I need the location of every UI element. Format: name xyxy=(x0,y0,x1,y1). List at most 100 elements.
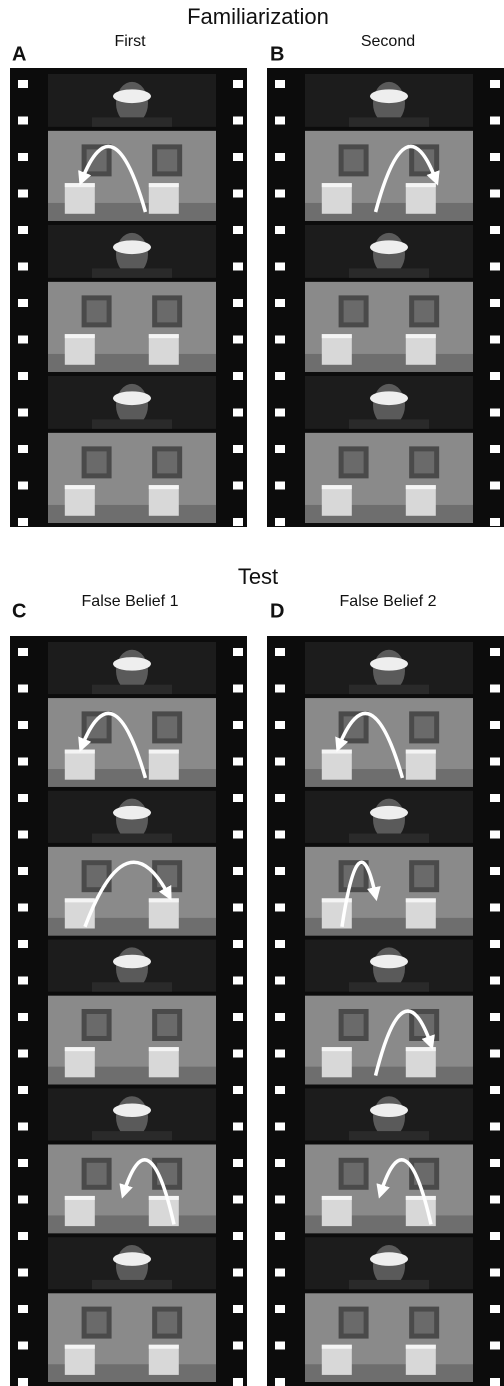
person-body xyxy=(92,117,172,127)
box-top xyxy=(65,1047,95,1051)
visor xyxy=(113,240,151,254)
window-inner xyxy=(157,716,177,738)
person-body xyxy=(349,685,429,694)
sprocket-hole xyxy=(233,940,243,948)
sprocket-hole xyxy=(275,336,285,344)
box xyxy=(149,898,179,928)
sprocket-hole xyxy=(275,1050,285,1058)
box xyxy=(322,485,352,516)
box xyxy=(65,1345,95,1375)
sprocket-hole xyxy=(275,226,285,234)
window-inner xyxy=(344,451,364,473)
visor xyxy=(113,89,151,103)
sprocket-hole xyxy=(18,336,28,344)
box-top xyxy=(322,1345,352,1349)
sprocket-hole xyxy=(275,1086,285,1094)
sprocket-hole xyxy=(275,758,285,766)
sprocket-hole xyxy=(275,1232,285,1240)
box-top xyxy=(149,1345,179,1349)
figure: Familiarization A First B Second Test C … xyxy=(0,0,504,1386)
sprocket-hole xyxy=(233,1269,243,1277)
box xyxy=(149,750,179,780)
sprocket-hole xyxy=(275,80,285,88)
sprocket-hole xyxy=(233,263,243,271)
box-top xyxy=(322,750,352,754)
sprocket-hole xyxy=(275,445,285,453)
sprocket-hole xyxy=(233,977,243,985)
sprocket-hole xyxy=(233,117,243,125)
sprocket-hole xyxy=(275,1196,285,1204)
box xyxy=(322,750,352,780)
sprocket-hole xyxy=(490,372,500,380)
person-body xyxy=(92,419,172,429)
sprocket-hole xyxy=(233,1232,243,1240)
sprocket-hole xyxy=(490,758,500,766)
visor xyxy=(113,391,151,405)
sprocket-hole xyxy=(275,482,285,490)
box-top xyxy=(406,485,436,489)
person-body xyxy=(349,268,429,278)
sprocket-hole xyxy=(233,1013,243,1021)
box-top xyxy=(149,1196,179,1200)
window-inner xyxy=(414,451,434,473)
box-top xyxy=(322,183,352,187)
sprocket-hole xyxy=(18,685,28,693)
sprocket-hole xyxy=(18,80,28,88)
sprocket-hole xyxy=(490,409,500,417)
window-inner xyxy=(344,1312,364,1334)
sprocket-hole xyxy=(490,226,500,234)
sprocket-hole xyxy=(18,226,28,234)
panel-label: False Belief 1 xyxy=(82,593,179,610)
sprocket-hole xyxy=(18,445,28,453)
sprocket-hole xyxy=(233,904,243,912)
sprocket-hole xyxy=(490,831,500,839)
box-top xyxy=(65,1345,95,1349)
sprocket-hole xyxy=(490,1086,500,1094)
sprocket-hole xyxy=(233,1050,243,1058)
box-top xyxy=(322,1196,352,1200)
window-inner xyxy=(414,865,434,887)
box xyxy=(406,750,436,780)
sprocket-hole xyxy=(275,794,285,802)
window-inner xyxy=(157,451,177,473)
sprocket-hole xyxy=(490,648,500,656)
window-inner xyxy=(87,300,107,322)
sprocket-hole xyxy=(233,372,243,380)
box xyxy=(65,485,95,516)
box-top xyxy=(149,898,179,902)
sprocket-hole xyxy=(490,518,500,526)
sprocket-hole xyxy=(490,721,500,729)
box xyxy=(406,183,436,214)
sprocket-hole xyxy=(490,977,500,985)
panel-letter: D xyxy=(270,600,284,622)
sprocket-hole xyxy=(18,190,28,198)
panel-letter: A xyxy=(12,43,26,65)
person-body xyxy=(349,117,429,127)
person-body xyxy=(349,982,429,991)
sprocket-hole xyxy=(18,1013,28,1021)
visor xyxy=(113,955,151,969)
box-top xyxy=(149,485,179,489)
sprocket-hole xyxy=(18,1196,28,1204)
person-body xyxy=(349,419,429,429)
box xyxy=(65,183,95,214)
sprocket-hole xyxy=(233,445,243,453)
box xyxy=(322,1345,352,1375)
window-inner xyxy=(414,1312,434,1334)
sprocket-hole xyxy=(18,1123,28,1131)
sprocket-hole xyxy=(233,1378,243,1386)
sprocket-hole xyxy=(275,1269,285,1277)
box xyxy=(149,183,179,214)
window-inner xyxy=(87,1163,107,1185)
box-top xyxy=(149,1047,179,1051)
sprocket-hole xyxy=(490,1342,500,1350)
sprocket-hole xyxy=(18,1378,28,1386)
box xyxy=(406,485,436,516)
box xyxy=(406,898,436,928)
sprocket-hole xyxy=(490,1305,500,1313)
box-top xyxy=(65,750,95,754)
person-body xyxy=(92,1131,172,1140)
box xyxy=(406,1345,436,1375)
window-inner xyxy=(157,1014,177,1036)
sprocket-hole xyxy=(233,721,243,729)
